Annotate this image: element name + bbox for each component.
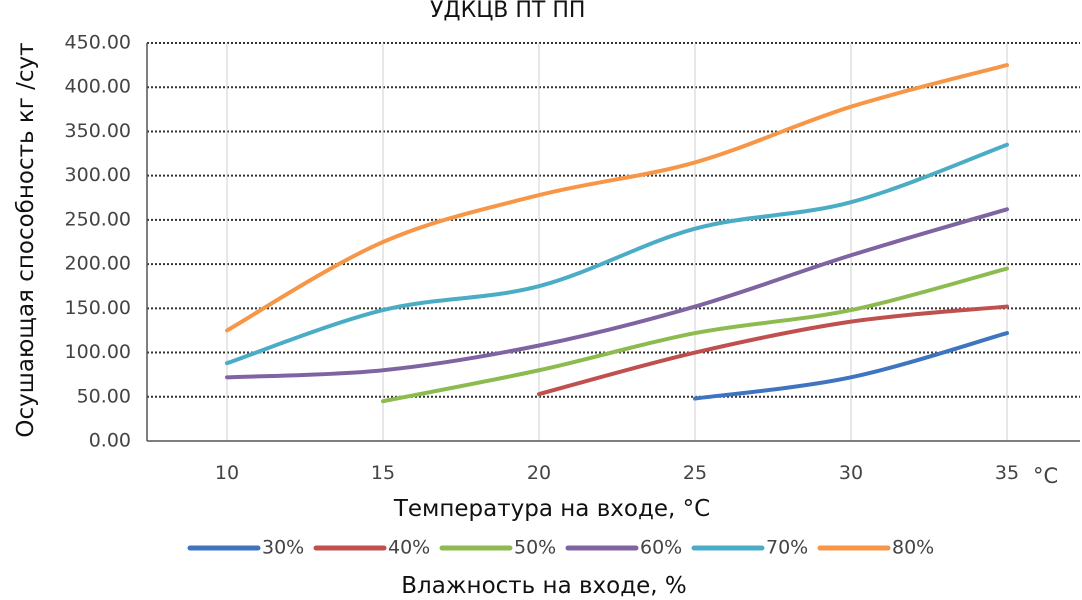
y-tick-label: 100.00 (65, 341, 131, 363)
gridlines (147, 42, 1080, 441)
legend-label: 60% (640, 537, 682, 559)
y-tick-label: 400.00 (65, 76, 131, 98)
y-tick-label: 150.00 (65, 297, 131, 319)
y-tick-label: 0.00 (89, 430, 131, 452)
legend-label: 40% (388, 537, 430, 559)
legend-label: 70% (766, 537, 808, 559)
axes (146, 43, 1080, 442)
y-tick-label: 250.00 (65, 208, 131, 230)
legend: 30% 40% 50% 60% 70% 80% (187, 537, 934, 559)
series-line-80pct (225, 63, 1009, 333)
series-lines (225, 63, 1009, 404)
x-tick-label: 15 (371, 462, 395, 484)
x-tick-label: 35 (995, 462, 1019, 484)
legend-label: 30% (262, 537, 304, 559)
series-line-60pct (225, 207, 1009, 380)
series-line-70pct (225, 142, 1009, 366)
y-tick-label: 200.00 (65, 253, 131, 275)
x-tick-label: 25 (683, 462, 707, 484)
legend-title: Влажность на входе, % (401, 573, 687, 599)
y-tick-label: 50.00 (77, 385, 131, 407)
y-tick-label: 450.00 (65, 32, 131, 54)
y-axis-title: Осушающая способность кг /сут (13, 42, 39, 437)
x-axis-title: Температура на входе, °С (393, 496, 710, 522)
series-line-40pct (537, 304, 1009, 397)
chart-title-fragment: УДКЦВ ПТ ПП (430, 0, 585, 23)
legend-label: 80% (892, 537, 934, 559)
legend-label: 50% (514, 537, 556, 559)
y-tick-label: 350.00 (65, 120, 131, 142)
series-line-30pct (693, 331, 1009, 401)
x-axis-unit: °С (1033, 464, 1058, 488)
x-tick-label: 10 (215, 462, 239, 484)
tick-labels: 0.00 50.00 100.00 150.00 200.00 250.00 300.00 3… (65, 32, 1020, 485)
series-line-50pct (381, 266, 1009, 404)
x-tick-label: 30 (839, 462, 863, 484)
y-tick-label: 300.00 (65, 164, 131, 186)
x-tick-label: 20 (527, 462, 551, 484)
